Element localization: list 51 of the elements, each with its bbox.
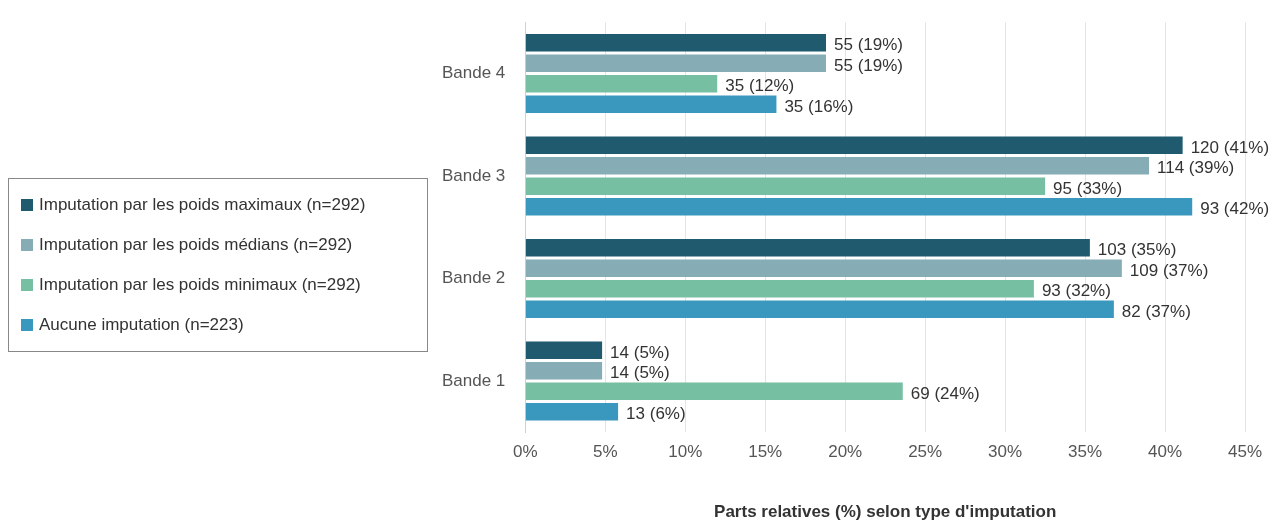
x-tick-label: 0%: [513, 442, 538, 462]
data-label: 14 (5%): [610, 363, 670, 383]
bar: [525, 156, 1150, 175]
y-tick-label: Bande 1: [441, 370, 506, 390]
bar: [525, 74, 718, 93]
bar: [525, 402, 619, 421]
bar: [525, 300, 1114, 318]
x-tick-label: 20%: [828, 442, 863, 462]
x-tick-label: 25%: [908, 442, 943, 462]
legend-label: Imputation par les poids maximaux (n=292): [39, 194, 366, 215]
data-label: 109 (37%): [1129, 260, 1209, 280]
bar: [525, 177, 1046, 195]
x-axis-title: Parts relatives (%) selon type d'imputation: [714, 502, 1057, 522]
data-label: 93 (42%): [1200, 199, 1270, 219]
bar: [525, 361, 603, 380]
data-label: 55 (19%): [833, 55, 903, 75]
bar: [525, 238, 1090, 257]
data-label: 69 (24%): [910, 383, 980, 403]
x-tick-label: 15%: [748, 442, 783, 462]
data-label: 95 (33%): [1053, 178, 1123, 198]
y-tick-label: Bande 4: [441, 63, 506, 83]
x-tick-label: 5%: [593, 442, 618, 462]
data-label: 55 (19%): [833, 35, 903, 55]
data-label: 35 (12%): [725, 76, 795, 96]
x-tick-label: 40%: [1148, 442, 1183, 462]
bar: [525, 259, 1122, 277]
legend-label: Imputation par les poids médians (n=292): [39, 234, 353, 255]
bar: [525, 33, 826, 52]
bar: [525, 136, 1183, 154]
data-label: 120 (41%): [1190, 137, 1270, 157]
bar: [525, 197, 1193, 216]
bar: [525, 95, 777, 113]
y-tick-label: Bande 2: [441, 268, 506, 288]
bar: [525, 279, 1034, 298]
data-label: 35 (16%): [784, 96, 854, 116]
x-tick-label: 45%: [1227, 442, 1263, 462]
x-tick-label: 10%: [668, 442, 703, 462]
y-tick-label: Bande 3: [441, 165, 506, 185]
data-label: 82 (37%): [1121, 301, 1191, 321]
bar: [525, 54, 826, 72]
data-label: 93 (32%): [1041, 281, 1111, 301]
data-label: 14 (5%): [610, 342, 670, 362]
x-tick-label: 30%: [988, 442, 1023, 462]
data-label: 114 (39%): [1157, 158, 1235, 178]
bar: [525, 382, 903, 400]
bar: [525, 341, 603, 359]
legend-label: Imputation par les poids minimaux (n=292): [39, 274, 361, 295]
legend-label: Aucune imputation (n=223): [39, 314, 244, 335]
data-label: 103 (35%): [1097, 240, 1177, 260]
x-tick-label: 35%: [1068, 442, 1103, 462]
data-label: 13 (6%): [626, 404, 686, 424]
